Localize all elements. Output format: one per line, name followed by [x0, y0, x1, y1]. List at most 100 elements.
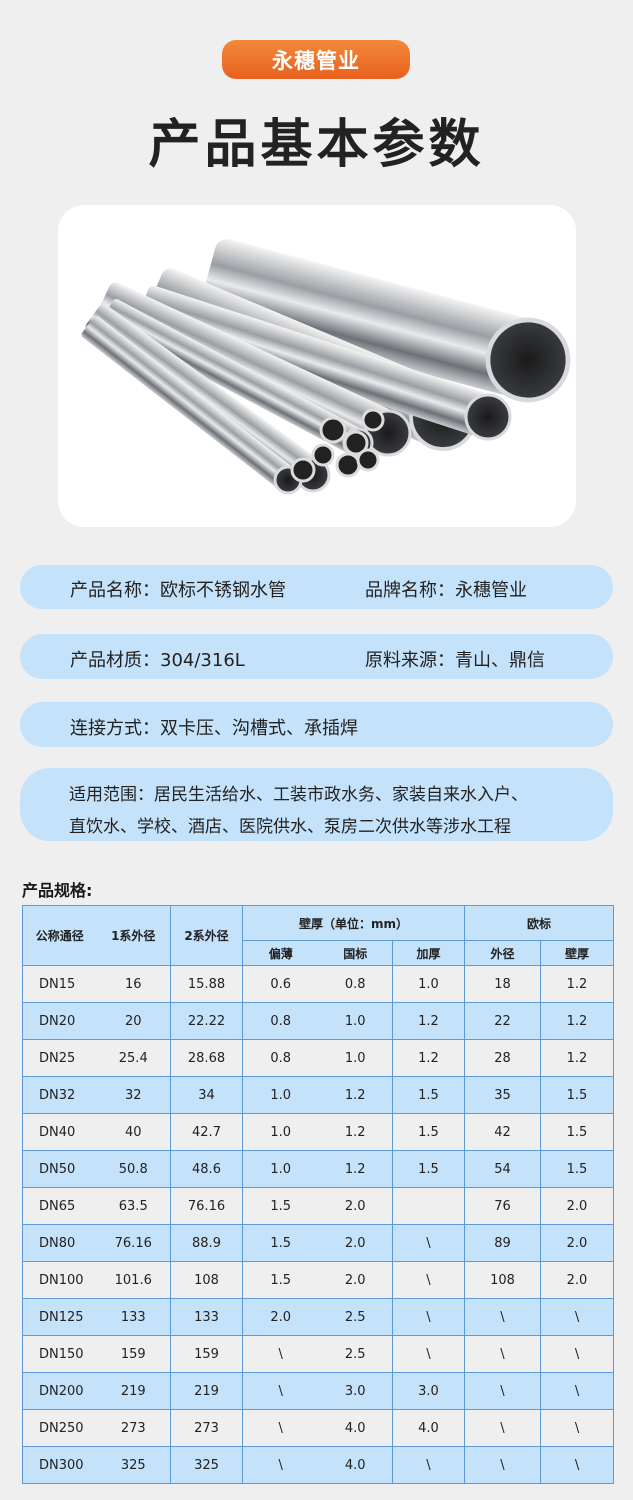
scope-line-2: 直饮水、学校、酒店、医院供水、泵房二次供水等涉水工程: [69, 817, 511, 837]
raw-source: 原料来源：青山、鼎信: [365, 650, 545, 671]
table-row: DN300 325 325 \ 4.0 \ \ \: [22, 1446, 615, 1484]
cell-od1: 133: [96, 1298, 171, 1336]
cell-od1: 16: [96, 965, 171, 1003]
cell-wall-thin: 1.0: [242, 1150, 319, 1188]
cell-wall-gb: 2.5: [318, 1335, 393, 1373]
cell-dn: DN32: [22, 1076, 97, 1114]
cell-wall-thin: \: [242, 1372, 319, 1410]
cell-wall-thin: 0.6: [242, 965, 319, 1003]
cell-od2: 42.7: [170, 1113, 243, 1151]
header-thick: 加厚: [392, 940, 465, 966]
cell-eu-wall: 1.5: [539, 1076, 615, 1114]
info-row-material: 产品材质：304/316L 原料来源：青山、鼎信: [20, 634, 613, 679]
table-row: DN100 101.6 108 1.5 2.0 \ 108 2.0: [22, 1261, 615, 1299]
cell-od2: 325: [170, 1446, 243, 1484]
cell-wall-gb: 1.2: [318, 1076, 393, 1114]
cell-eu-od: 28: [464, 1039, 541, 1077]
pipe-end: [290, 457, 316, 483]
pipe-end: [343, 430, 369, 456]
cell-wall-thin: 1.5: [242, 1187, 319, 1225]
cell-od1: 32: [96, 1076, 171, 1114]
cell-dn: DN65: [22, 1187, 97, 1225]
spec-table: 公称通径 1系外径 2系外径 壁厚（单位：mm） 欧标 偏薄 国标 加厚 外径 …: [22, 905, 615, 1484]
cell-wall-thick: 1.2: [392, 1039, 465, 1077]
cell-od2: 48.6: [170, 1150, 243, 1188]
pipe-end: [311, 443, 335, 467]
table-row: DN32 32 34 1.0 1.2 1.5 35 1.5: [22, 1076, 615, 1114]
cell-od2: 88.9: [170, 1224, 243, 1262]
pipe-end: [464, 393, 512, 441]
cell-dn: DN125: [22, 1298, 97, 1336]
header-gb: 国标: [318, 940, 393, 966]
cell-dn: DN200: [22, 1372, 97, 1410]
cell-od1: 76.16: [96, 1224, 171, 1262]
cell-eu-wall: 1.2: [539, 1039, 615, 1077]
cell-dn: DN40: [22, 1113, 97, 1151]
cell-wall-gb: 1.0: [318, 1002, 393, 1040]
cell-wall-gb: 1.2: [318, 1150, 393, 1188]
info-row-connection: 连接方式：双卡压、沟槽式、承插焊: [20, 702, 613, 747]
cell-od1: 101.6: [96, 1261, 171, 1299]
cell-dn: DN100: [22, 1261, 97, 1299]
cell-wall-thick: 1.5: [392, 1150, 465, 1188]
connection-method: 连接方式：双卡压、沟槽式、承插焊: [70, 718, 358, 739]
cell-wall-thick: 1.5: [392, 1113, 465, 1151]
cell-od2: 15.88: [170, 965, 243, 1003]
cell-eu-wall: 2.0: [539, 1261, 615, 1299]
cell-wall-thin: \: [242, 1335, 319, 1373]
header-thin: 偏薄: [242, 940, 319, 966]
cell-eu-od: 35: [464, 1076, 541, 1114]
table-row: DN25 25.4 28.68 0.8 1.0 1.2 28 1.2: [22, 1039, 615, 1077]
cell-eu-wall: \: [539, 1409, 615, 1447]
cell-od2: 133: [170, 1298, 243, 1336]
page-title: 产品基本参数: [148, 115, 485, 175]
cell-wall-thick: \: [392, 1446, 465, 1484]
product-photo: [58, 205, 576, 527]
header-dn: 公称通径: [22, 905, 97, 966]
cell-od1: 159: [96, 1335, 171, 1373]
pipe-end: [356, 448, 380, 472]
cell-eu-wall: 1.2: [539, 1002, 615, 1040]
table-row: DN15 16 15.88 0.6 0.8 1.0 18 1.2: [22, 965, 615, 1003]
header-wall: 壁厚（单位：mm）: [242, 905, 465, 941]
cell-wall-gb: 4.0: [318, 1409, 393, 1447]
header-eu-od: 外径: [464, 940, 541, 966]
cell-wall-gb: 1.0: [318, 1039, 393, 1077]
cell-eu-od: 108: [464, 1261, 541, 1299]
cell-wall-thick: 1.0: [392, 965, 465, 1003]
table-row: DN50 50.8 48.6 1.0 1.2 1.5 54 1.5: [22, 1150, 615, 1188]
cell-eu-od: 89: [464, 1224, 541, 1262]
cell-wall-thick: [392, 1187, 465, 1225]
cell-od2: 219: [170, 1372, 243, 1410]
pipe-end: [485, 317, 571, 403]
cell-od2: 159: [170, 1335, 243, 1373]
cell-wall-thin: 0.8: [242, 1039, 319, 1077]
info-row-scope: 适用范围：居民生活给水、工装市政水务、家装自来水入户、 直饮水、学校、酒店、医院…: [20, 768, 613, 841]
cell-wall-thick: 1.5: [392, 1076, 465, 1114]
cell-wall-thick: 4.0: [392, 1409, 465, 1447]
cell-eu-od: \: [464, 1446, 541, 1484]
table-row: DN250 273 273 \ 4.0 4.0 \ \: [22, 1409, 615, 1447]
cell-od2: 34: [170, 1076, 243, 1114]
product-material: 产品材质：304/316L: [70, 650, 245, 671]
cell-dn: DN80: [22, 1224, 97, 1262]
cell-wall-gb: 2.0: [318, 1261, 393, 1299]
cell-eu-wall: 2.0: [539, 1224, 615, 1262]
cell-eu-wall: \: [539, 1335, 615, 1373]
cell-dn: DN25: [22, 1039, 97, 1077]
cell-eu-od: \: [464, 1335, 541, 1373]
cell-wall-gb: 2.0: [318, 1224, 393, 1262]
brand-badge: 永穗管业: [222, 40, 410, 79]
table-row: DN40 40 42.7 1.0 1.2 1.5 42 1.5: [22, 1113, 615, 1151]
table-row: DN150 159 159 \ 2.5 \ \ \: [22, 1335, 615, 1373]
cell-od2: 273: [170, 1409, 243, 1447]
cell-eu-wall: \: [539, 1446, 615, 1484]
cell-od1: 325: [96, 1446, 171, 1484]
cell-od1: 25.4: [96, 1039, 171, 1077]
cell-eu-od: 54: [464, 1150, 541, 1188]
cell-dn: DN50: [22, 1150, 97, 1188]
cell-dn: DN20: [22, 1002, 97, 1040]
cell-wall-thick: \: [392, 1335, 465, 1373]
header-eu-wall: 壁厚: [539, 940, 615, 966]
cell-eu-wall: 1.2: [539, 965, 615, 1003]
